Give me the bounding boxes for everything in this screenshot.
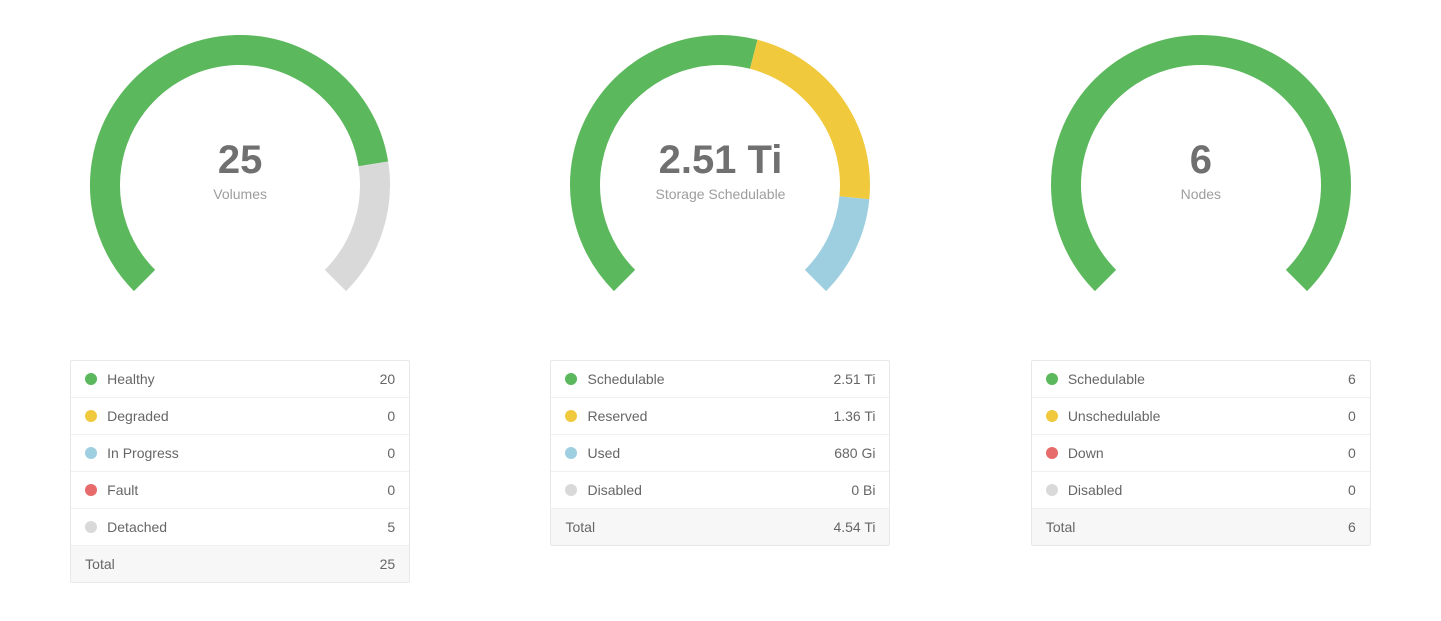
legend-label: Reserved [587,408,833,424]
legend-value: 0 [1348,445,1356,461]
gauge-center-storage: 2.51 Ti Storage Schedulable [550,138,890,202]
legend-value: 0 [387,408,395,424]
legend-total-label: Total [85,556,379,572]
gauge-value-nodes: 6 [1031,138,1371,182]
swatch-icon [85,447,97,459]
legend-storage: Schedulable2.51 TiReserved1.36 TiUsed680… [550,360,890,546]
legend-row-healthy[interactable]: Healthy20 [71,361,409,398]
gauge-volumes: 25 Volumes [70,20,410,310]
legend-total-value: 4.54 Ti [833,519,875,535]
gauge-label-storage: Storage Schedulable [550,186,890,202]
legend-value: 6 [1348,371,1356,387]
legend-value: 20 [380,371,396,387]
legend-total-label: Total [565,519,833,535]
legend-label: Schedulable [587,371,833,387]
panel-volumes: 25 Volumes Healthy20Degraded0In Progress… [20,20,460,583]
legend-value: 680 Gi [834,445,875,461]
legend-label: Schedulable [1068,371,1348,387]
gauge-segment-used [816,198,855,281]
gauge-value-volumes: 25 [70,138,410,182]
legend-row-in-progress[interactable]: In Progress0 [71,435,409,472]
gauge-label-nodes: Nodes [1031,186,1371,202]
panel-nodes: 6 Nodes Schedulable6Unschedulable0Down0D… [981,20,1421,583]
swatch-icon [85,410,97,422]
panel-storage: 2.51 Ti Storage Schedulable Schedulable2… [500,20,940,583]
swatch-icon [1046,373,1058,385]
dashboard: 25 Volumes Healthy20Degraded0In Progress… [0,0,1441,603]
legend-value: 5 [387,519,395,535]
legend-row-total: Total4.54 Ti [551,509,889,545]
swatch-icon [1046,410,1058,422]
gauge-center-nodes: 6 Nodes [1031,138,1371,202]
legend-label: Down [1068,445,1348,461]
legend-row-degraded[interactable]: Degraded0 [71,398,409,435]
swatch-icon [85,521,97,533]
legend-value: 2.51 Ti [833,371,875,387]
legend-row-total: Total6 [1032,509,1370,545]
swatch-icon [565,484,577,496]
legend-row-fault[interactable]: Fault0 [71,472,409,509]
legend-label: Detached [107,519,387,535]
legend-label: Used [587,445,834,461]
legend-row-total: Total25 [71,546,409,582]
legend-label: Disabled [587,482,851,498]
legend-row-reserved[interactable]: Reserved1.36 Ti [551,398,889,435]
legend-label: Fault [107,482,387,498]
legend-label: Healthy [107,371,379,387]
legend-row-detached[interactable]: Detached5 [71,509,409,546]
gauge-center-volumes: 25 Volumes [70,138,410,202]
legend-total-label: Total [1046,519,1348,535]
legend-value: 0 [387,445,395,461]
legend-total-value: 6 [1348,519,1356,535]
gauge-storage: 2.51 Ti Storage Schedulable [550,20,890,310]
legend-volumes: Healthy20Degraded0In Progress0Fault0Deta… [70,360,410,583]
legend-value: 0 [1348,482,1356,498]
swatch-icon [1046,484,1058,496]
swatch-icon [565,373,577,385]
swatch-icon [565,410,577,422]
swatch-icon [85,484,97,496]
legend-label: In Progress [107,445,387,461]
legend-label: Degraded [107,408,387,424]
legend-value: 1.36 Ti [833,408,875,424]
legend-row-schedulable[interactable]: Schedulable2.51 Ti [551,361,889,398]
swatch-icon [565,447,577,459]
legend-value: 0 [1348,408,1356,424]
gauge-label-volumes: Volumes [70,186,410,202]
legend-row-disabled[interactable]: Disabled0 Bi [551,472,889,509]
legend-label: Unschedulable [1068,408,1348,424]
legend-value: 0 [387,482,395,498]
gauge-nodes: 6 Nodes [1031,20,1371,310]
legend-nodes: Schedulable6Unschedulable0Down0Disabled0… [1031,360,1371,546]
legend-row-disabled[interactable]: Disabled0 [1032,472,1370,509]
swatch-icon [1046,447,1058,459]
legend-total-value: 25 [380,556,396,572]
legend-row-unschedulable[interactable]: Unschedulable0 [1032,398,1370,435]
gauge-value-storage: 2.51 Ti [550,138,890,182]
legend-row-schedulable[interactable]: Schedulable6 [1032,361,1370,398]
swatch-icon [85,373,97,385]
legend-row-down[interactable]: Down0 [1032,435,1370,472]
legend-label: Disabled [1068,482,1348,498]
legend-row-used[interactable]: Used680 Gi [551,435,889,472]
legend-value: 0 Bi [851,482,875,498]
